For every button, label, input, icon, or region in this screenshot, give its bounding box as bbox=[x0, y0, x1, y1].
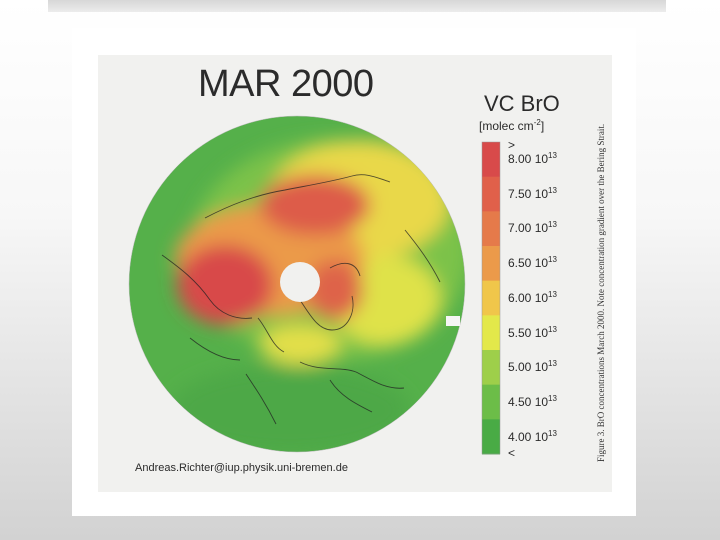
legend-tick-label: 5.00 1013 bbox=[508, 359, 557, 375]
legend-tick-label: 5.50 1013 bbox=[508, 324, 557, 340]
coastlines bbox=[161, 174, 441, 425]
pole-gap bbox=[280, 262, 320, 302]
map-zone-yellow-south bbox=[260, 325, 340, 365]
map-zone-green-south bbox=[170, 365, 410, 452]
legend-swatch bbox=[482, 246, 500, 282]
legend-tick-label: 4.50 1013 bbox=[508, 393, 557, 409]
map-title: MAR 2000 bbox=[198, 63, 374, 105]
legend-tick-label: 7.50 1013 bbox=[508, 185, 557, 201]
legend-swatch bbox=[482, 280, 500, 316]
legend-title: VC BrO bbox=[484, 91, 560, 116]
credit-email: Andreas.Richter@iup.physik.uni-bremen.de bbox=[135, 462, 348, 474]
legend-swatch bbox=[482, 211, 500, 247]
map-zone-red-north bbox=[260, 175, 370, 235]
legend-tick-label: 6.50 1013 bbox=[508, 255, 557, 271]
legend-swatch bbox=[482, 384, 500, 420]
legend-swatch bbox=[482, 419, 500, 455]
legend-unit: [molec cm-2] bbox=[479, 118, 545, 133]
legend-below-symbol: < bbox=[508, 446, 516, 460]
legend-tick-label: 7.00 1013 bbox=[508, 220, 557, 236]
legend-tick-label: 4.00 1013 bbox=[508, 428, 557, 444]
legend-swatch bbox=[482, 315, 500, 351]
legend-color-bar bbox=[482, 142, 500, 455]
legend-swatch bbox=[482, 142, 500, 178]
legend-swatch bbox=[482, 350, 500, 386]
figure-caption: Figure 3. BrO concentrations March 2000.… bbox=[596, 123, 606, 462]
map-zone-red-west bbox=[177, 245, 273, 325]
legend-above-symbol: > bbox=[508, 138, 516, 152]
map-missing-patch bbox=[446, 316, 460, 326]
slide-top-bar bbox=[48, 0, 666, 12]
legend-bar-frame bbox=[481, 141, 501, 455]
globe-outline bbox=[128, 115, 466, 453]
legend-tick-label: 6.00 1013 bbox=[508, 289, 557, 305]
legend-swatch bbox=[482, 176, 500, 212]
legend-tick-label: 8.00 1013 bbox=[508, 151, 557, 166]
map-zone-red-east bbox=[307, 260, 363, 320]
